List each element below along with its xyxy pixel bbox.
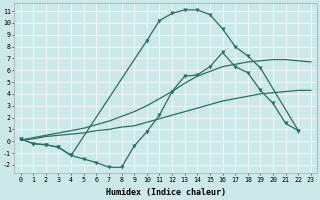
- X-axis label: Humidex (Indice chaleur): Humidex (Indice chaleur): [106, 188, 226, 197]
